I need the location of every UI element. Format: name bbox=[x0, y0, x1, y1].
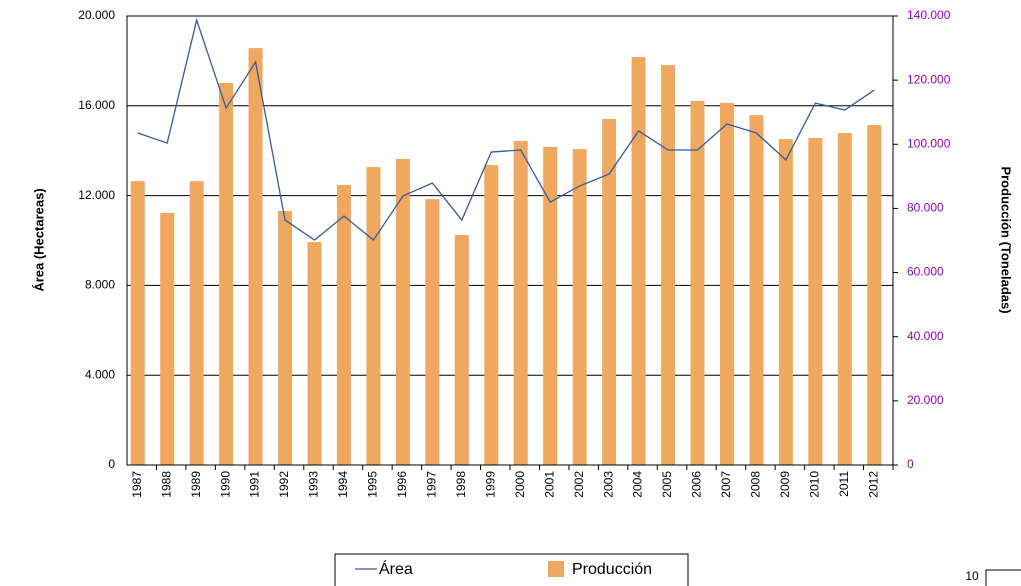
bar bbox=[130, 181, 145, 466]
x-tick-label: 2011 bbox=[837, 471, 851, 497]
legend-label: Producción bbox=[572, 561, 652, 578]
x-tick-label: 1993 bbox=[307, 471, 321, 498]
x-tick-label: 2006 bbox=[690, 471, 704, 498]
x-tick-label: 2010 bbox=[808, 471, 822, 498]
x-tick-label: 2002 bbox=[572, 471, 586, 498]
x-tick-label: 1995 bbox=[366, 471, 380, 498]
bar bbox=[778, 139, 793, 465]
bar bbox=[395, 159, 410, 465]
x-tick-label: 1992 bbox=[277, 471, 291, 498]
bar bbox=[160, 212, 175, 465]
x-tick-label: 2003 bbox=[601, 471, 615, 498]
bar bbox=[602, 118, 617, 466]
legend-label: Área bbox=[379, 559, 413, 578]
x-tick-label: 2009 bbox=[778, 471, 792, 498]
bar bbox=[189, 181, 204, 466]
bar bbox=[425, 199, 440, 465]
x-tick-label: 2004 bbox=[631, 471, 645, 498]
y-tick-label: 20.000 bbox=[78, 8, 115, 22]
bar bbox=[336, 185, 351, 466]
y-tick-label: 4.000 bbox=[85, 367, 115, 381]
legend-box bbox=[334, 553, 689, 586]
bar bbox=[690, 100, 705, 465]
bar bbox=[543, 146, 558, 465]
x-tick-label: 1994 bbox=[336, 471, 350, 498]
y2-tick-label: 100.000 bbox=[907, 136, 951, 150]
y2-tick-label: 60.000 bbox=[907, 265, 944, 279]
x-tick-label: 1989 bbox=[189, 471, 203, 498]
x-tick-label: 2012 bbox=[866, 471, 880, 498]
y2-tick-label: 140.000 bbox=[907, 8, 951, 22]
x-tick-label: 2007 bbox=[719, 471, 733, 498]
x-tick-label: 2001 bbox=[542, 471, 556, 498]
x-tick-label: 1987 bbox=[130, 471, 144, 498]
x-tick-label: 1998 bbox=[454, 471, 468, 498]
x-tick-label: 1990 bbox=[218, 471, 232, 498]
bar bbox=[484, 165, 499, 465]
bar bbox=[219, 83, 234, 465]
bar bbox=[307, 242, 322, 465]
bar bbox=[808, 137, 823, 465]
bar bbox=[513, 141, 528, 466]
y2-tick-label: 40.000 bbox=[907, 329, 944, 343]
bar bbox=[867, 125, 882, 466]
x-tick-label: 2000 bbox=[513, 471, 527, 498]
bar bbox=[837, 133, 852, 465]
x-tick-label: 1996 bbox=[395, 471, 409, 498]
bar bbox=[661, 65, 676, 466]
corner-frame bbox=[985, 569, 1021, 586]
bar bbox=[278, 210, 293, 465]
y2-tick-label: 120.000 bbox=[907, 72, 951, 86]
bar bbox=[719, 102, 734, 465]
bar bbox=[248, 48, 263, 465]
x-tick-label: 1988 bbox=[159, 471, 173, 498]
corner-number: 10 bbox=[965, 569, 979, 583]
y2-axis-title: Producción (Toneladas) bbox=[999, 166, 1014, 313]
y-tick-label: 8.000 bbox=[85, 278, 115, 292]
y-axis-title: Área (Hectareas) bbox=[31, 188, 46, 291]
bar bbox=[749, 115, 764, 466]
y2-tick-label: 20.000 bbox=[907, 393, 944, 407]
bar bbox=[454, 235, 469, 465]
x-tick-label: 2005 bbox=[660, 471, 674, 498]
y2-tick-label: 0 bbox=[907, 457, 914, 471]
x-tick-label: 1999 bbox=[483, 471, 497, 498]
bar bbox=[572, 149, 587, 465]
bar bbox=[631, 57, 646, 466]
x-tick-label: 1997 bbox=[425, 471, 439, 498]
y-tick-label: 12.000 bbox=[78, 188, 115, 202]
y2-tick-label: 80.000 bbox=[907, 201, 944, 215]
x-tick-label: 2008 bbox=[749, 471, 763, 498]
line bbox=[137, 17, 875, 242]
legend-swatch bbox=[548, 561, 564, 577]
x-tick-label: 1991 bbox=[248, 471, 262, 498]
bar bbox=[366, 167, 381, 465]
y-tick-label: 0 bbox=[108, 457, 115, 471]
y-tick-label: 16.000 bbox=[78, 98, 115, 112]
